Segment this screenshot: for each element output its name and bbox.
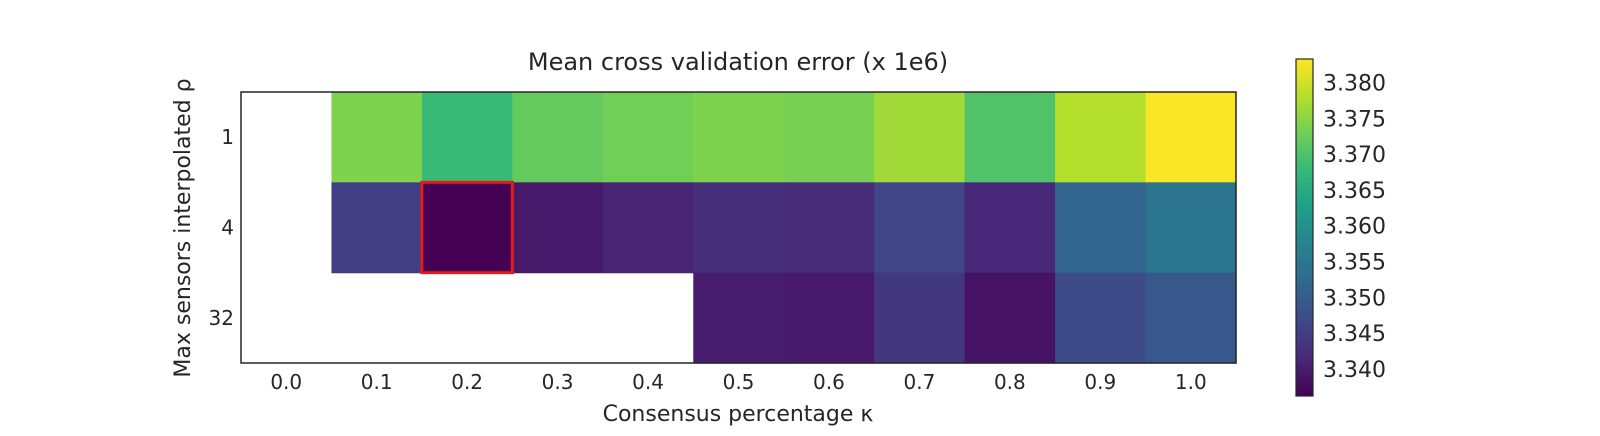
heatmap-cell [693,272,785,364]
heatmap-cell [1145,92,1237,183]
heatmap-cell [1055,182,1147,274]
colorbar-tick-label: 3.345 [1323,322,1386,347]
heatmap-cell [783,272,875,364]
x-tick-label: 0.8 [994,370,1026,394]
heatmap-cell [874,92,966,183]
x-axis-label: Consensus percentage κ [603,402,874,427]
heatmap-cell [874,272,966,364]
colorbar-tick-label: 3.340 [1323,358,1386,383]
x-tick-label: 0.2 [451,370,483,394]
colorbar-tick-label: 3.375 [1323,107,1386,132]
heatmap-cell [421,182,513,274]
y-tick-label: 1 [221,125,234,149]
x-tick-label: 0.6 [813,370,845,394]
heatmap-cell [964,92,1056,183]
heatmap-cell [512,92,604,183]
y-tick-label: 32 [209,306,234,330]
best-cell-highlight [420,180,514,275]
colorbar-tick-label: 3.380 [1323,72,1386,97]
y-tick-label: 4 [221,216,234,240]
y-axis-label: Max sensors interpolated ρ [171,78,196,377]
x-tick-label: 0.4 [632,370,664,394]
heatmap-cell [1145,272,1237,364]
colorbar-tick-labels: 3.340 3.345 3.350 3.355 3.360 3.365 3.370 3.375… [1323,72,1386,383]
heatmap-cell [602,92,694,183]
colorbar-tick-label: 3.355 [1323,250,1386,275]
chart-title: Mean cross validation error (x 1e6) [528,48,948,76]
heatmap-cell [783,92,875,183]
x-tick-labels: 0.0 0.1 0.2 0.3 0.4 0.5 0.6 0.7 0.8 0.9 1.0 [270,370,1206,394]
heatmap-cell [602,182,694,274]
heatmap-cell [874,182,966,274]
x-tick-label: 0.5 [723,370,755,394]
x-tick-label: 0.3 [542,370,574,394]
heatmap-cell [693,182,785,274]
highlight-layer [420,180,514,275]
heatmap-cell [421,92,513,183]
plot-frame [240,91,1237,364]
heatmap-cell [783,182,875,274]
x-tick-label: 1.0 [1175,370,1207,394]
heatmap-cell [964,182,1056,274]
y-tick-labels: 1 4 32 [209,125,234,330]
heatmap-cell [1145,182,1237,274]
heatmap-cell [331,92,423,183]
colorbar-tick-label: 3.350 [1323,286,1386,311]
x-tick-label: 0.7 [904,370,936,394]
heatmap-cell [1055,272,1147,364]
x-tick-label: 0.1 [361,370,393,394]
heatmap-cell [512,182,604,274]
heatmap-cell [693,92,785,183]
colorbar-tick-label: 3.360 [1323,215,1386,240]
colorbar [1295,58,1314,397]
colorbar-tick-label: 3.365 [1323,179,1386,204]
heatmap-cell [331,182,423,274]
x-tick-label: 0.0 [270,370,302,394]
heatmap-cell [1055,92,1147,183]
colorbar-tick-label: 3.370 [1323,143,1386,168]
x-tick-label: 0.9 [1084,370,1116,394]
heatmap-cells [331,92,1237,364]
heatmap-cell [964,272,1056,364]
